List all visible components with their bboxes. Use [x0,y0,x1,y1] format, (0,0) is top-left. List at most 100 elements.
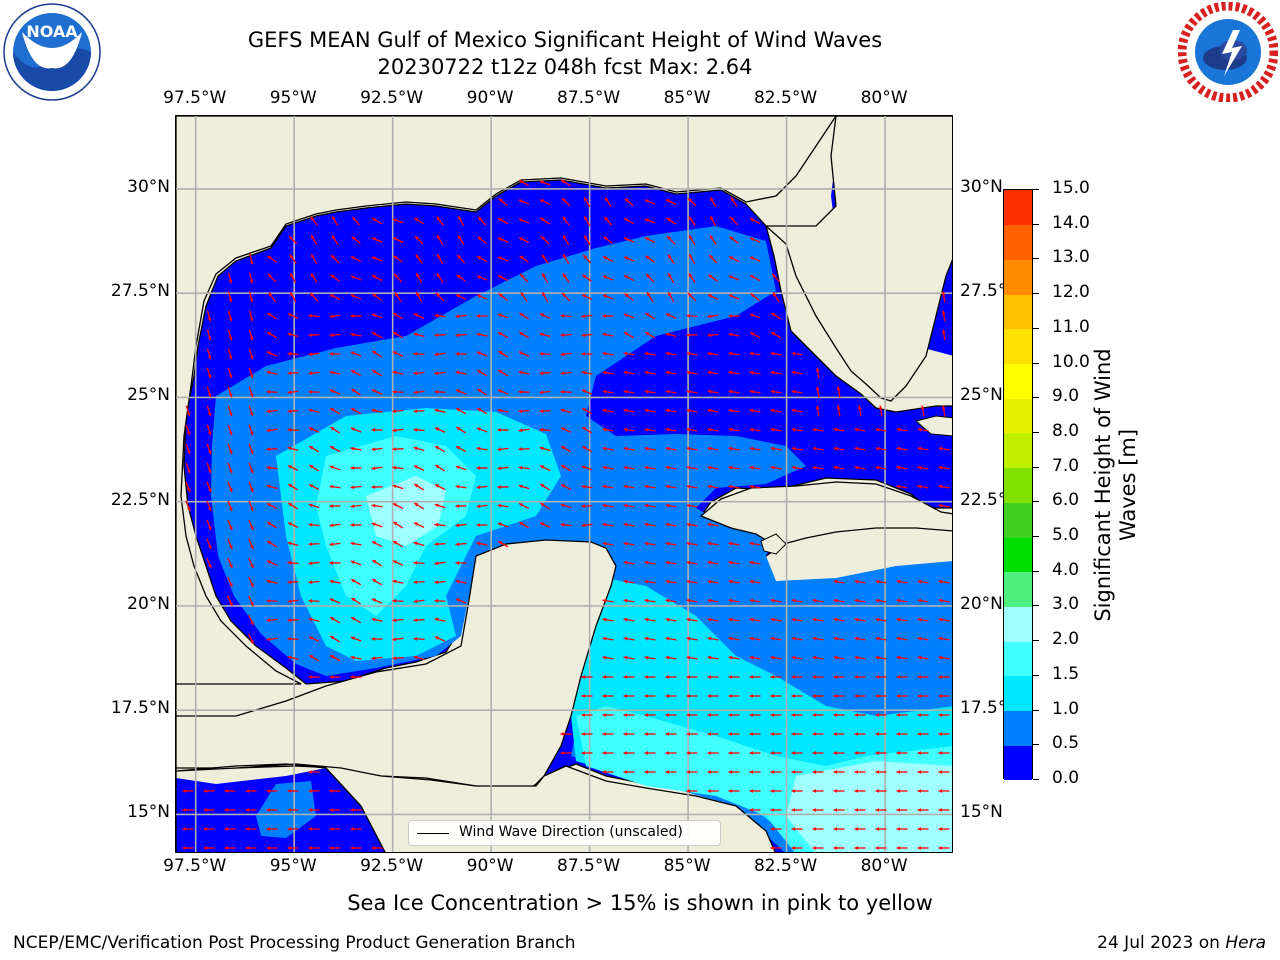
wave-direction-arrow [415,254,423,264]
wave-direction-arrow [539,409,551,414]
wave-direction-arrow [667,272,675,284]
wave-direction-arrow [707,770,719,774]
wave-direction-arrow [815,367,820,379]
wave-direction-arrow [833,827,845,831]
wave-direction-arrow [518,502,530,510]
wave-direction-arrow [413,371,425,376]
wave-direction-arrow [519,312,529,320]
wave-direction-arrow [518,370,530,375]
wave-direction-arrow [392,351,404,357]
wave-direction-arrow [392,637,404,642]
wave-direction-arrow [770,465,782,470]
lon-tick-bottom: 87.5°W [557,856,621,876]
wave-direction-arrow [227,405,233,417]
wave-direction-arrow [518,390,530,394]
wave-direction-arrow [728,427,740,432]
wave-direction-arrow [623,274,635,282]
wave-direction-arrow [812,446,824,451]
lon-tick-bottom: 92.5°W [360,856,424,876]
wave-direction-arrow [182,789,194,793]
lat-tick-left: 30°N [127,176,170,197]
wave-direction-arrow [791,636,803,641]
wave-direction-arrow [372,559,382,567]
wave-direction-arrow [413,446,425,452]
wave-direction-arrow [227,519,233,531]
wave-direction-arrow [812,427,824,432]
wave-direction-arrow [371,503,383,508]
wave-direction-arrow [896,751,908,755]
wave-direction-arrow [308,352,320,357]
colorbar-segment [1004,259,1032,295]
wave-direction-arrow [350,314,362,318]
wave-direction-arrow [456,426,466,434]
wave-direction-arrow [623,465,635,470]
wave-direction-arrow [917,598,929,603]
wave-direction-arrow [896,484,908,489]
wave-direction-arrow [434,408,446,413]
wave-direction-arrow [539,502,551,510]
wave-direction-arrow [287,483,299,491]
wave-direction-arrow [938,732,950,736]
wave-direction-arrow [498,293,508,301]
wave-direction-arrow [413,580,425,585]
lon-tick-bottom: 90°W [466,856,514,876]
wave-direction-arrow [329,846,341,850]
wave-direction-arrow [541,254,549,264]
wave-direction-arrow [497,485,509,489]
wave-direction-arrow [770,389,782,394]
wave-direction-arrow [709,235,717,245]
wave-direction-arrow [372,350,382,358]
wave-direction-arrow [644,351,656,356]
wave-direction-arrow [686,389,698,394]
wave-direction-arrow [539,483,551,491]
wave-direction-arrow [477,388,487,396]
wave-direction-arrow [372,293,382,301]
wave-direction-arrow [875,675,887,679]
colorbar-segment [1004,328,1032,365]
wave-direction-arrow [623,675,635,679]
wave-direction-arrow [434,313,446,318]
wave-direction-arrow [434,445,446,453]
wave-direction-arrow [875,655,887,660]
wave-direction-arrow [289,254,297,264]
wave-direction-arrow [896,655,908,660]
wave-direction-arrow [206,329,212,341]
map-legend: Wind Wave Direction (unscaled) [408,820,721,846]
wave-direction-arrow [206,405,212,417]
wave-direction-arrow [434,636,446,642]
wave-direction-arrow [770,770,782,774]
wave-direction-arrow [329,484,341,489]
wave-direction-arrow [392,502,404,510]
wave-direction-arrow [287,332,299,338]
lon-tick-bottom: 95°W [269,856,317,876]
wave-direction-arrow [728,770,740,774]
wave-direction-arrow [350,485,362,490]
wave-direction-arrow [728,294,740,300]
wave-direction-arrow [707,427,719,432]
wave-direction-arrow [227,443,233,455]
wave-direction-arrow [371,369,383,377]
wave-direction-arrow [854,465,866,470]
colorbar-tick-mark [1033,501,1039,503]
wave-direction-arrow [415,291,423,303]
wave-direction-arrow [728,314,740,318]
wave-direction-arrow [308,483,320,491]
wave-direction-arrow [371,656,383,661]
wave-direction-arrow [350,578,362,586]
wave-direction-arrow [707,314,719,319]
wave-direction-arrow [623,751,635,755]
wave-direction-arrow [476,466,488,470]
wave-direction-arrow [519,255,529,263]
wave-direction-arrow [329,827,341,831]
wave-direction-arrow [248,348,254,360]
wave-direction-arrow [434,598,446,603]
wave-direction-arrow [602,541,614,546]
wave-direction-arrow [266,598,278,603]
wave-direction-arrow [836,405,841,417]
wave-direction-arrow [791,351,803,356]
wave-direction-arrow [434,522,446,527]
wave-direction-arrow [581,352,593,356]
wave-direction-arrow [728,275,740,281]
wave-direction-arrow [227,424,233,436]
wave-direction-arrow [350,827,362,831]
